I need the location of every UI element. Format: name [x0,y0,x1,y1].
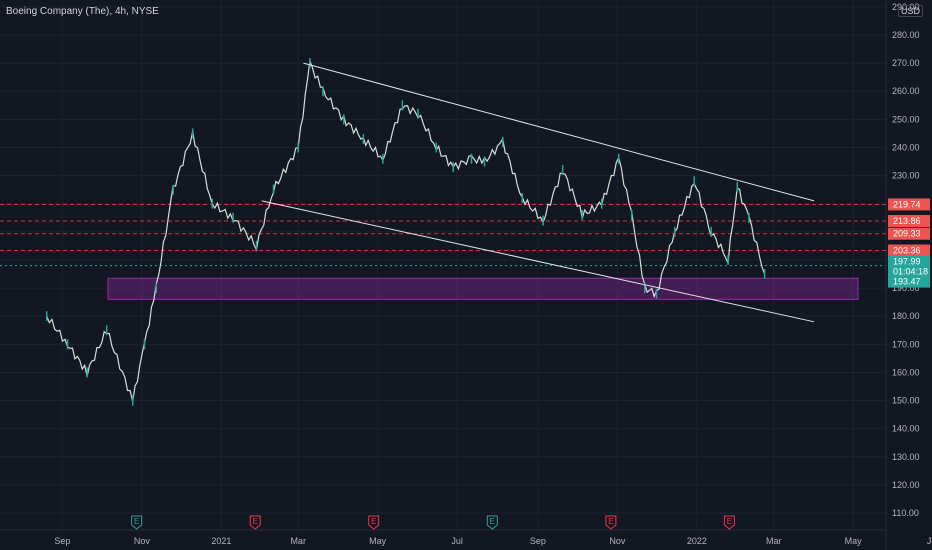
earnings-label: E [253,517,258,526]
support-zone [107,277,859,300]
price-labels-layer: 219.74 213.86 209.33 203.36197.9901:04:1819… [888,198,930,288]
price-label-text: 213.86 [893,216,921,226]
earnings-label: E [134,517,139,526]
x-tick-label: Nov [609,536,626,546]
price-label-box [888,275,930,288]
y-tick-label: 240.00 [892,142,920,152]
grid-lines [0,0,886,530]
price-label-text: 203.36 [893,246,921,256]
price-line [46,60,766,402]
y-tick-label: 130.00 [892,452,920,462]
y-tick-label: 120.00 [892,480,920,490]
y-tick-label: 190.00 [892,283,920,293]
y-tick-label: 180.00 [892,311,920,321]
earnings-label: E [490,517,495,526]
x-tick-label: May [845,536,863,546]
earnings-marker[interactable]: E [249,515,261,530]
earnings-badge-shape [605,515,617,530]
earnings-label: E [371,517,376,526]
earnings-marker[interactable]: E [605,515,617,530]
price-label-tag: 213.86 [888,214,930,227]
earnings-badge-shape [249,515,261,530]
y-tick-label: 250.00 [892,114,920,124]
price-label-text: 209.33 [893,229,921,239]
y-tick-label: 290.00 [892,2,920,12]
price-label-text: 01:04:18 [893,267,928,277]
price-label-tag: 219.74 [888,198,930,211]
earnings-label: E [727,517,732,526]
y-tick-label: 170.00 [892,339,920,349]
price-label-tag: 209.33 [888,227,930,240]
y-tick-label: 150.00 [892,396,920,406]
y-tick-label: 140.00 [892,424,920,434]
x-tick-label: Sep [530,536,546,546]
earnings-label: E [608,517,613,526]
earnings-badge-shape [368,515,380,530]
price-label-text: 219.74 [893,199,921,209]
earnings-marker[interactable]: E [723,515,735,530]
y-tick-label: 270.00 [892,58,920,68]
price-label-box [888,227,930,240]
price-label-tag: 197.99 [888,255,930,268]
x-tick-label: Sep [54,536,70,546]
x-tick-label: 2022 [687,536,707,546]
earnings-badge-shape [131,515,143,530]
earnings-marker[interactable]: E [368,515,380,530]
x-tick-label: Nov [134,536,151,546]
y-tick-label: 280.00 [892,30,920,40]
price-series-layer [46,58,766,406]
horizontal-levels-layer [0,203,886,267]
y-tick-label: 260.00 [892,86,920,96]
earnings-marker[interactable]: E [486,515,498,530]
x-axis[interactable]: Sep Nov 2021 Mar May Jul Sep Nov 2022 Mar May Jul [0,529,932,546]
price-label-box [888,198,930,211]
price-label-box [888,214,930,227]
x-tick-label: Jul [451,536,463,546]
x-tick-label: Mar [290,536,306,546]
symbol-title: Boeing Company (The), 4h, NYSE [6,6,159,17]
x-tick-label: 2021 [211,536,231,546]
price-label-box [888,255,930,268]
y-tick-label: 160.00 [892,367,920,377]
trendlines-layer [261,62,815,323]
x-tick-label: Jul [927,536,932,546]
currency-badge[interactable]: USD [898,5,924,17]
y-tick-label: 110.00 [892,508,919,518]
price-label-text: 193.47 [893,277,921,287]
trendline-upper[interactable] [303,62,815,202]
trendline-lower[interactable] [261,200,815,323]
price-label-tag: 203.36 [888,244,930,257]
earnings-badge-shape [723,515,735,530]
price-label-text: 197.99 [893,257,921,267]
support-zone-layer [107,277,859,300]
price-label-box [888,244,930,257]
x-tick-label: May [369,536,387,546]
y-tick-label: 230.00 [892,171,920,181]
price-label-tag: 193.47 [888,275,930,288]
earnings-marker[interactable]: E [131,515,143,530]
earnings-badge-shape [486,515,498,530]
price-label-box [888,265,930,278]
price-label-tag: 01:04:18 [888,265,930,278]
x-tick-label: Mar [766,536,782,546]
